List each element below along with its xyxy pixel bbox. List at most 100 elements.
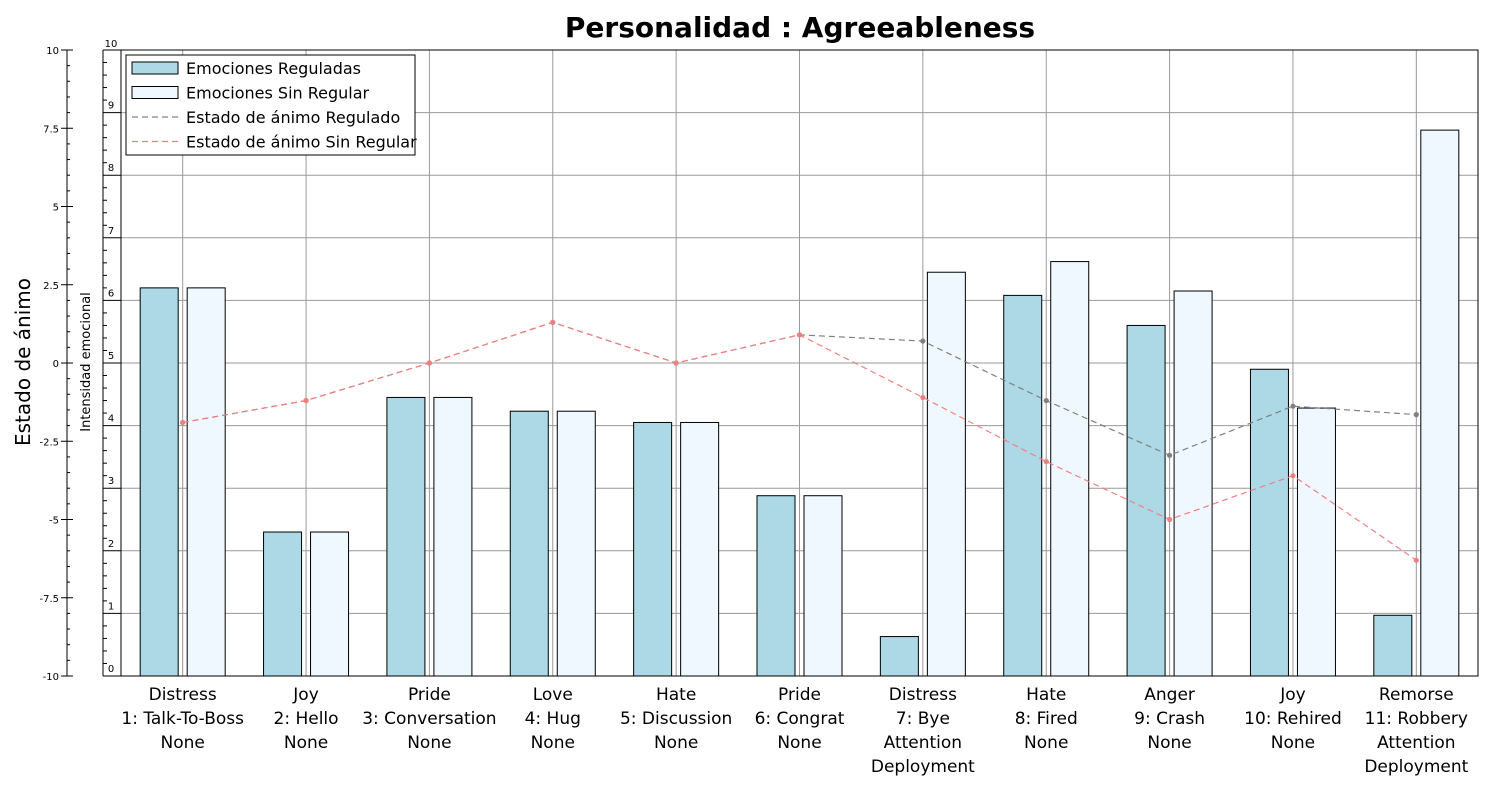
intensity-axis-tick-label: 4	[108, 414, 114, 425]
mood-lines	[180, 319, 1419, 563]
left-axis-label: Estado de ánimo	[11, 278, 35, 446]
category-label: Remorse 11: Robbery Attention Deployment	[1364, 685, 1468, 777]
legend-swatch-bar	[131, 61, 179, 75]
category-label-line: None	[531, 733, 575, 753]
point-mood-unregulated	[1166, 516, 1173, 523]
category-label: Distress 7: Bye Attention Deployment	[871, 685, 975, 777]
category-label: Love 4: Hug None	[525, 685, 581, 753]
category-label-line: 5: Discussion	[620, 709, 732, 729]
left-axis-tick-label: -10	[43, 672, 59, 683]
bar-unregulated	[1296, 407, 1336, 677]
category-label-line: 2: Hello	[274, 709, 339, 729]
intensity-axis-tick-label: 10	[105, 39, 118, 50]
category-label-line: None	[407, 733, 451, 753]
category-label: Pride 6: Congrat None	[755, 685, 845, 753]
category-label-line: 11: Robbery	[1365, 709, 1468, 729]
point-mood-regulated	[1290, 403, 1296, 409]
category-label-line: Pride	[778, 685, 821, 705]
category-label-line: None	[654, 733, 698, 753]
category-label-line: Attention	[1377, 733, 1455, 753]
intensity-axis-tick-label: 6	[108, 288, 114, 299]
bar-regulated	[509, 410, 549, 677]
legend: Emociones Reguladas Emociones Sin Regular…	[125, 54, 417, 156]
point-mood-regulated	[920, 338, 926, 344]
bar-unregulated	[803, 495, 843, 677]
category-label-line: Love	[533, 685, 573, 705]
category-label-line: Joy	[292, 685, 318, 705]
point-mood-unregulated	[1290, 473, 1296, 479]
bar-regulated	[1003, 294, 1043, 677]
bar-regulated	[1249, 368, 1289, 677]
bar-unregulated	[186, 287, 226, 677]
category-label-line: None	[1024, 733, 1068, 753]
category-label-line: 6: Congrat	[755, 709, 845, 729]
category-label-line: None	[161, 733, 205, 753]
left-axis-tick-label: 7.5	[43, 124, 59, 135]
legend-label: Estado de ánimo Regulado	[186, 108, 400, 127]
point-mood-unregulated	[673, 360, 679, 366]
legend-label: Emociones Sin Regular	[186, 84, 370, 103]
point-mood-unregulated	[550, 319, 556, 325]
intensity-axis-tick-label: 3	[108, 476, 114, 487]
bar-unregulated	[1420, 129, 1460, 677]
category-label-line: 9: Crash	[1134, 709, 1205, 729]
category-label-line: Deployment	[1364, 757, 1468, 777]
category-label-line: Attention	[884, 733, 962, 753]
intensity-axis-tick-label: 9	[108, 101, 114, 112]
category-label-line: 8: Fired	[1015, 709, 1078, 729]
legend-label: Estado de ánimo Sin Regular	[186, 133, 417, 152]
category-label-line: 10: Rehired	[1244, 709, 1342, 729]
left-axis-tick-label: -2.5	[39, 437, 59, 448]
intensity-axis-tick-label: 0	[108, 664, 114, 675]
x-axis-labels: Distress 1: Talk-To-Boss None Joy 2: Hello No…	[121, 685, 1468, 777]
category-label: Joy 10: Rehired None	[1244, 685, 1342, 753]
chart-title: Personalidad : Agreeableness	[565, 11, 1035, 44]
right-axis-label: Intensidad emocional	[79, 292, 94, 432]
category-label-line: None	[284, 733, 328, 753]
point-mood-unregulated	[180, 419, 186, 426]
bar-regulated	[633, 421, 673, 677]
category-label-line: 1: Talk-To-Boss	[121, 709, 244, 729]
bar-unregulated	[926, 271, 966, 677]
category-label: Distress 1: Talk-To-Boss None	[121, 685, 244, 753]
category-label: Hate 5: Discussion None	[620, 685, 732, 753]
point-mood-unregulated	[796, 332, 803, 338]
legend-label: Emociones Reguladas	[186, 59, 361, 78]
category-label-line: Distress	[149, 685, 217, 705]
left-axis-tick-label: 5	[53, 203, 59, 214]
point-mood-unregulated	[920, 394, 926, 401]
intensity-axis-tick-label: 8	[108, 163, 114, 174]
bar-unregulated	[1173, 290, 1213, 677]
bar-regulated	[263, 531, 303, 677]
bar-regulated	[386, 396, 426, 677]
bar-regulated	[1126, 324, 1166, 677]
point-mood-unregulated	[303, 397, 309, 404]
intensity-axis-tick-label: 5	[108, 351, 114, 362]
category-label-line: None	[777, 733, 821, 753]
category-label-line: Remorse	[1379, 685, 1454, 705]
intensity-axis-tick-label: 7	[108, 226, 114, 237]
category-label: Hate 8: Fired None	[1015, 685, 1078, 753]
bar-unregulated	[1050, 261, 1090, 677]
category-label-line: Deployment	[871, 757, 975, 777]
point-mood-regulated	[1166, 452, 1173, 458]
category-label-line: 7: Bye	[896, 709, 950, 729]
bar-regulated	[879, 636, 919, 677]
category-label-line: Distress	[889, 685, 957, 705]
category-label-line: 3: Conversation	[362, 709, 496, 729]
category-label-line: None	[1271, 733, 1315, 753]
category-label-line: None	[1147, 733, 1191, 753]
intensity-axis-tick-label: 2	[108, 539, 114, 550]
category-label-line: Anger	[1144, 685, 1195, 705]
left-axis-tick-label: 10	[46, 46, 59, 57]
left-axis-tick-label: -5	[49, 516, 59, 527]
bar-unregulated	[680, 421, 720, 677]
left-axis-tick-label: -7.5	[39, 594, 59, 605]
point-mood-regulated	[1043, 397, 1049, 404]
category-label-line: Hate	[656, 685, 696, 705]
left-axis-tick-label: 2.5	[43, 281, 59, 292]
category-label-line: 4: Hug	[525, 709, 581, 729]
point-mood-unregulated	[1413, 557, 1419, 563]
